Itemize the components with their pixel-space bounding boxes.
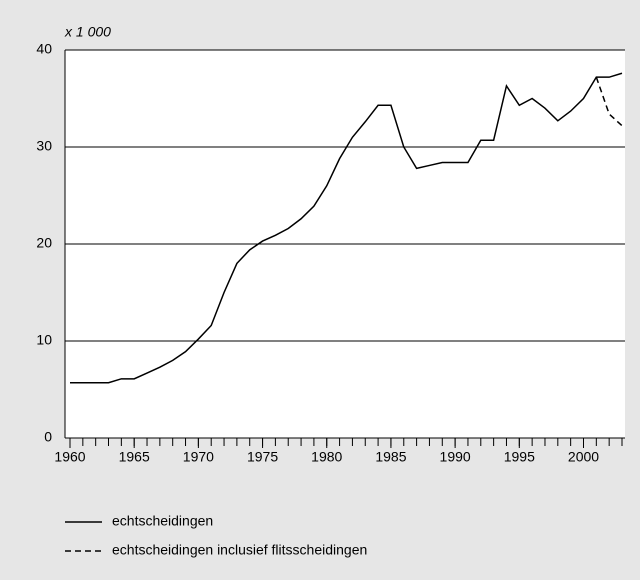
- legend-label: echtscheidingen: [112, 513, 213, 529]
- series-line: [595, 76, 623, 127]
- x-tick-label: 1965: [119, 449, 150, 465]
- x-tick-label: 2000: [568, 449, 599, 465]
- x-tick-label: 1990: [440, 449, 471, 465]
- y-tick-label: 40: [36, 41, 52, 57]
- x-tick-label: 1980: [311, 449, 342, 465]
- y-tick-label: 10: [36, 332, 52, 348]
- y-unit-label: x 1 000: [64, 24, 111, 40]
- x-tick-label: 1960: [54, 449, 85, 465]
- legend-label: echtscheidingen inclusief flitsscheiding…: [112, 542, 367, 558]
- x-tick-label: 1970: [183, 449, 214, 465]
- x-tick-label: 1995: [504, 449, 535, 465]
- y-tick-label: 20: [36, 235, 52, 251]
- y-tick-label: 0: [44, 429, 52, 445]
- series-line: [70, 72, 623, 384]
- x-tick-label: 1985: [375, 449, 406, 465]
- y-tick-label: 30: [36, 138, 52, 154]
- x-tick-label: 1975: [247, 449, 278, 465]
